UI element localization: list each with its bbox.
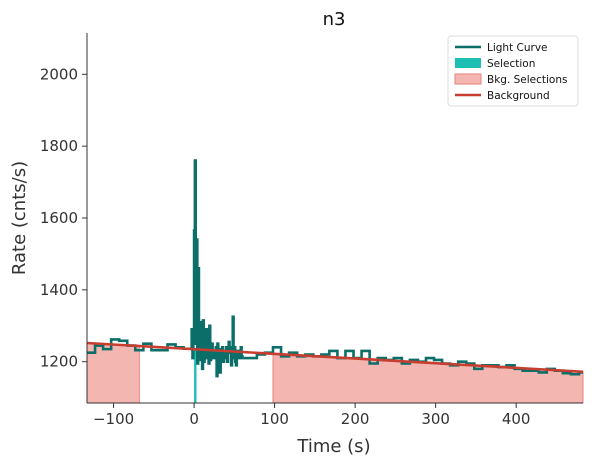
x-tick-label: −100 <box>93 410 134 428</box>
legend-swatch-2 <box>455 58 481 68</box>
y-tick-label: 1400 <box>40 281 78 299</box>
x-tick-label: 0 <box>189 410 199 428</box>
chart-title: n3 <box>323 9 346 30</box>
y-axis-ticks: 1200 1400 1600 1800 2000 <box>40 65 87 371</box>
y-tick-label: 2000 <box>40 65 78 83</box>
x-tick-label: 200 <box>341 410 370 428</box>
legend-label-1: Light Curve <box>487 42 548 54</box>
selection-region <box>194 349 197 403</box>
y-axis-label: Rate (cnts/s) <box>9 161 30 275</box>
legend-label-2: Selection <box>487 58 535 70</box>
plot-area <box>86 159 584 404</box>
y-tick-label: 1200 <box>40 353 78 371</box>
legend-label-3: Bkg. Selections <box>487 74 567 86</box>
legend-frame <box>447 35 579 107</box>
legend-label-4: Background <box>487 90 550 102</box>
light-curve-series <box>87 159 583 378</box>
x-axis-ticks: −100 0 100 200 300 400 <box>93 403 531 428</box>
x-tick-label: 400 <box>502 410 531 428</box>
legend: Light Curve Selection Bkg. Selections Backg… <box>447 35 579 107</box>
selection-band <box>194 349 197 403</box>
legend-swatch-3 <box>454 73 482 85</box>
x-tick-label: 300 <box>421 410 450 428</box>
x-tick-label: 100 <box>260 410 289 428</box>
y-tick-label: 1800 <box>40 137 78 155</box>
y-tick-label: 1600 <box>40 209 78 227</box>
bkg-selection-2 <box>272 353 584 404</box>
x-axis-label: Time (s) <box>296 436 370 457</box>
background-fit-line <box>86 341 584 374</box>
